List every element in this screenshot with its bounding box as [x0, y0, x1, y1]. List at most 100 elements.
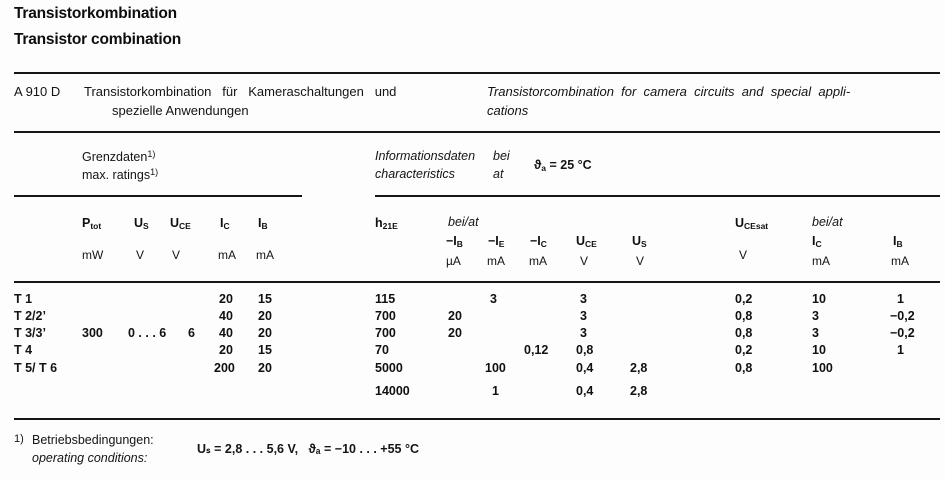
description-de-1: Transistorkombination für Kameraschaltun… [84, 84, 397, 99]
unit-ucesat: V [739, 248, 748, 262]
cell-ptot-span: 300 [82, 326, 103, 340]
table-cell-ib: 20 [258, 361, 272, 375]
header-ptot: Ptot [82, 216, 102, 231]
table-cell-ucesat: 0,2 [735, 343, 753, 357]
unit-cond-uce: V [580, 254, 589, 268]
table-cell-ic: 40 [219, 326, 233, 340]
table-cell-ib: 20 [258, 326, 272, 340]
unit-sat-ib: mA [891, 254, 909, 268]
unit-sat-ic: mA [812, 254, 830, 268]
unit-ptot: mW [82, 248, 104, 262]
header-minus-ic: −IC [530, 234, 547, 249]
table-cell-uce: 3 [580, 309, 587, 323]
table-cell-mic: 0,12 [524, 343, 549, 357]
table-cell-uce: 3 [580, 292, 587, 306]
footnote-marker: 1) [14, 433, 24, 445]
table-cell-sat-ib: −0,2 [890, 309, 915, 323]
cell-us-span: 0 . . . 6 [128, 326, 167, 340]
table-cell-ic: 200 [214, 361, 235, 375]
footnote-label-de: Betriebsbedingungen: [32, 433, 154, 447]
header-saturation-conditions-label: bei/at [812, 215, 843, 229]
group-limits-en: max. ratings1) [82, 167, 159, 183]
table-cell-sat-ic: 10 [812, 292, 826, 306]
header-ucesat: UCEsat [735, 216, 769, 231]
table-cell-us: 2,8 [630, 361, 648, 375]
table-row-label: T 3/3’ [14, 326, 46, 340]
table-cell-ucesat: 0,8 [735, 309, 753, 323]
table-cell-ucesat: 0,2 [735, 292, 753, 306]
unit-uce: V [172, 248, 181, 262]
table-cell-us: 2,8 [630, 384, 648, 398]
header-minus-ib: −IB [446, 234, 463, 249]
header-uce: UCE [170, 216, 191, 231]
header-minus-ie: −IE [488, 234, 505, 249]
rule-under-intro [14, 131, 940, 133]
footnote-label-en: operating conditions: [32, 451, 148, 465]
group-characteristics-de: Informationsdaten [375, 149, 476, 163]
table-cell-mib: 20 [448, 326, 462, 340]
header-ib: IB [258, 216, 268, 231]
rule-under-column-headers [14, 281, 940, 283]
header-h21e: h21E [375, 216, 398, 231]
table-cell-ucesat: 0,8 [735, 326, 753, 340]
page-title-de: Transistorkombination [14, 5, 177, 22]
description-en-1: Transistorcombination for camera circuit… [487, 84, 851, 99]
table-cell-ib: 15 [258, 343, 272, 357]
group-limits-de: Grenzdaten1) [82, 149, 156, 165]
table-cell-sat-ic: 10 [812, 343, 826, 357]
cell-uce-span: 6 [188, 326, 195, 340]
footnote-conditions: Uₛ = 2,8 . . . 5,6 V, ϑₐ = −10 . . . +55… [197, 442, 420, 456]
table-cell-sat-ic: 3 [812, 326, 819, 340]
unit-us: V [136, 248, 145, 262]
unit-minus-ie: mA [487, 254, 505, 268]
table-cell-sat-ib: 1 [897, 343, 904, 357]
table-cell-sat-ib: −0,2 [890, 326, 915, 340]
rule-under-title [14, 72, 940, 74]
unit-ic: mA [218, 248, 236, 262]
table-cell-mie: 100 [485, 361, 506, 375]
header-us: US [134, 216, 149, 231]
table-cell-ucesat: 0,8 [735, 361, 753, 375]
table-row-label: T 1 [14, 292, 33, 306]
page-title-en: Transistor combination [14, 31, 181, 48]
table-cell-ib: 20 [258, 309, 272, 323]
table-cell-h21e: 5000 [375, 361, 403, 375]
table-cell-uce: 0,8 [576, 343, 594, 357]
type-code: A 910 D [14, 84, 61, 99]
table-cell-sat-ic: 100 [812, 361, 833, 375]
table-cell-ib: 15 [258, 292, 272, 306]
table-cell-mie: 3 [490, 292, 497, 306]
table-cell-h21e: 115 [375, 292, 396, 306]
rule-limits-header-left [14, 195, 302, 197]
rule-under-table [14, 418, 940, 420]
group-condition-en: at [493, 167, 504, 181]
table-row-label: T 4 [14, 343, 33, 357]
description-de-2: spezielle Anwendungen [112, 103, 249, 118]
table-cell-uce: 0,4 [576, 384, 594, 398]
group-condition-de: bei [493, 149, 510, 163]
unit-cond-us: V [636, 254, 645, 268]
table-cell-uce: 3 [580, 326, 587, 340]
table-cell-ic: 20 [219, 292, 233, 306]
table-cell-ic: 20 [219, 343, 233, 357]
header-sat-ic: IC [812, 234, 822, 249]
group-characteristics-en: characteristics [375, 167, 455, 181]
unit-minus-ib: µA [446, 254, 461, 268]
unit-minus-ic: mA [529, 254, 547, 268]
table-row-label: T 5/ T 6 [14, 361, 58, 375]
table-row-label: T 2/2’ [14, 309, 46, 323]
header-cond-us: US [632, 234, 647, 249]
rule-limits-header-right [375, 195, 940, 197]
table-cell-h21e: 70 [375, 343, 389, 357]
ambient-temperature-value: ϑa = 25 °C [534, 158, 592, 173]
unit-ib: mA [256, 248, 274, 262]
description-en-2: cations [487, 103, 529, 118]
table-cell-ic: 40 [219, 309, 233, 323]
table-cell-mie: 1 [492, 384, 499, 398]
header-sat-ib: IB [893, 234, 903, 249]
header-gain-conditions-label: bei/at [448, 215, 479, 229]
table-cell-mib: 20 [448, 309, 462, 323]
table-cell-h21e: 700 [375, 326, 396, 340]
table-cell-uce: 0,4 [576, 361, 594, 375]
